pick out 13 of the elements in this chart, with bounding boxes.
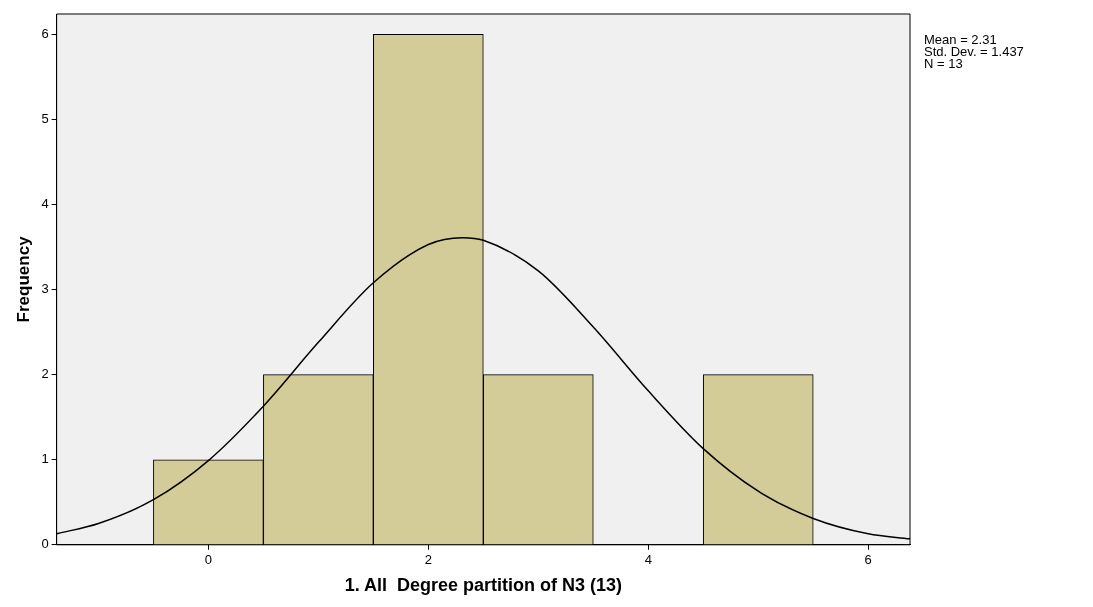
y-tick-label: 0 xyxy=(41,536,49,552)
x-tick-label: 4 xyxy=(644,552,652,568)
x-axis-title: 1. All Degree partition of N3 (13) xyxy=(344,575,623,596)
y-tick-label: 1 xyxy=(41,451,49,467)
y-tick-label: 4 xyxy=(41,196,49,212)
y-tick-label: 6 xyxy=(41,25,49,41)
x-tick-label: 0 xyxy=(204,552,213,568)
x-tick-label: 6 xyxy=(864,552,872,568)
y-axis-title: Frequency xyxy=(13,235,33,323)
x-tick-label: 2 xyxy=(424,552,432,568)
y-tick-label: 3 xyxy=(41,281,49,297)
y-tick-label: 2 xyxy=(41,366,49,382)
y-tick-label: 5 xyxy=(41,111,49,127)
